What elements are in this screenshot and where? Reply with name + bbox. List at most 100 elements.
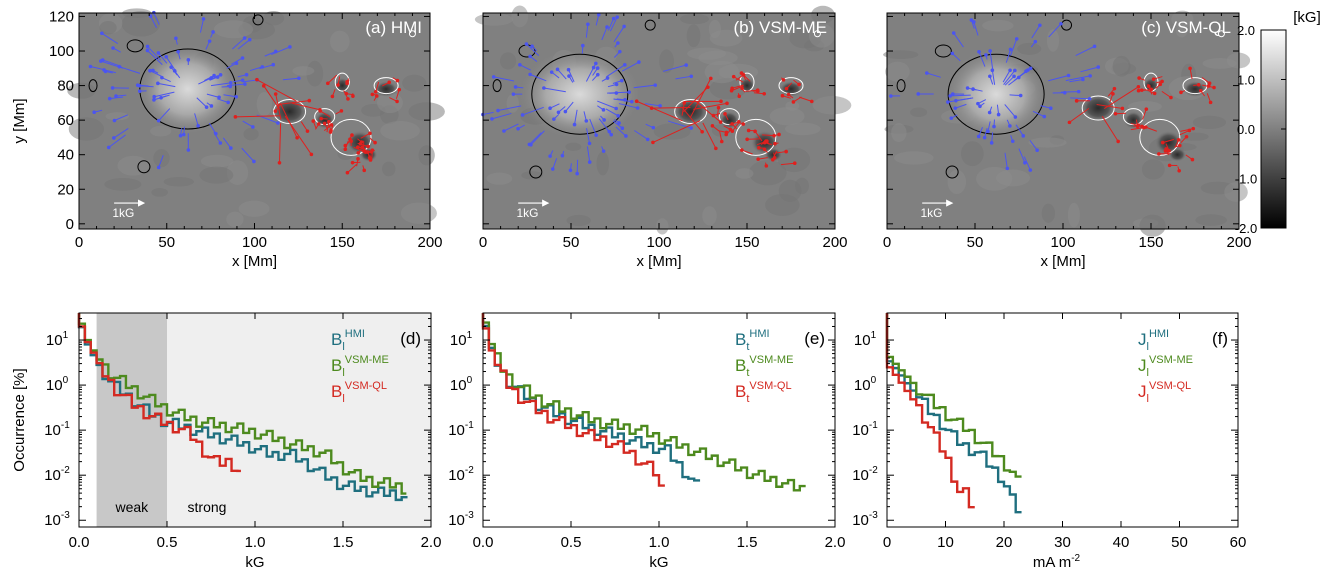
negative-field-arrow (497, 105, 522, 112)
negative-contour (492, 79, 502, 93)
positive-field-arrow (754, 131, 763, 142)
map-mottle (1139, 214, 1166, 237)
negative-field-arrowhead (609, 132, 614, 137)
positive-field-arrow (651, 107, 691, 109)
positive-field-arrowhead (1116, 139, 1120, 144)
map-mottle (400, 202, 437, 224)
negative-field-arrowhead (518, 63, 522, 67)
negative-field-arrowhead (1076, 89, 1081, 94)
y-tick-label: 100 (46, 375, 69, 394)
legend-subscript: l (342, 341, 344, 353)
map-mottle (656, 218, 669, 235)
x-tick-label: 50 (967, 234, 984, 251)
x-tick-label: 0 (883, 534, 891, 551)
negative-field-arrowhead (135, 83, 140, 87)
negative-field-arrow (955, 103, 967, 109)
negative-field-arrowhead (490, 117, 494, 121)
x-tick-label: 60 (1230, 534, 1247, 551)
positive-field-arrowhead (706, 85, 710, 89)
positive-field-arrow (695, 101, 721, 123)
positive-field-arrowhead (737, 120, 741, 124)
negative-field-arrow (90, 66, 105, 71)
negative-field-arrowhead (982, 135, 987, 140)
map-panel-2: 1kG (b) VSM-ME 0 50 100 150 200 x [Mm] (474, 5, 852, 270)
negative-field-arrowhead (1005, 166, 1010, 171)
negative-field-arrowhead (572, 122, 577, 127)
map-mottle (226, 211, 244, 228)
positive-field-arrowhead (797, 82, 801, 87)
y-tick-label: 101 (854, 330, 877, 349)
x-tick-label: 1.0 (649, 534, 670, 551)
negative-field-arrowhead (1088, 74, 1092, 78)
y-tick-label-exponent: 1 (467, 330, 473, 341)
negative-field-arrowhead (584, 119, 589, 123)
negative-field-arrow (153, 12, 160, 25)
x-axis-label: kG (245, 554, 264, 571)
positive-field-arrowhead (273, 109, 278, 113)
positive-field-arrowhead (1151, 77, 1156, 81)
legend-entry-3: JlVSM-QL (1138, 380, 1191, 405)
negative-field-arrow (597, 100, 617, 109)
negative-field-arrowhead (240, 78, 245, 83)
negative-field-arrowhead (1059, 21, 1063, 26)
negative-field-arrowhead (212, 73, 216, 78)
positive-field-arrowhead (784, 149, 788, 154)
negative-polarity-region (517, 48, 642, 141)
map-mottle (1141, 159, 1165, 180)
negative-field-arrowhead (889, 94, 893, 98)
y-tick-label: 10-2 (852, 465, 878, 484)
map-mottle (199, 166, 234, 184)
map-mottle (686, 24, 701, 48)
positive-field-arrowhead (395, 78, 400, 83)
negative-field-arrowhead (1018, 93, 1023, 98)
negative-contour (531, 53, 629, 135)
positive-field-arrow (775, 151, 787, 154)
negative-field-arrowhead (228, 81, 233, 85)
map-panel-3: 1kG (c) VSM-QL 0 50 100 150 200 x [Mm] (883, 10, 1252, 270)
x-tick-label: 30 (1054, 534, 1071, 551)
positive-field-arrowhead (730, 122, 734, 126)
negative-field-arrow (662, 64, 687, 72)
map-background (79, 13, 430, 229)
negative-field-arrowhead (566, 67, 571, 72)
negative-field-arrow (1048, 23, 1062, 38)
x-tick-label: 40 (1113, 534, 1130, 551)
negative-field-arrow (585, 67, 595, 82)
negative-field-arrow (926, 72, 941, 78)
negative-field-arrowhead (102, 68, 106, 72)
negative-field-arrow (605, 108, 619, 117)
x-axis-label: x [Mm] (232, 253, 277, 270)
negative-field-arrow (210, 82, 231, 87)
negative-field-arrowhead (542, 86, 546, 90)
negative-field-arrowhead (616, 114, 620, 118)
x-tick-label: 150 (1138, 234, 1163, 251)
legend-entry-1: JlHMI (1138, 328, 1169, 353)
negative-field-arrow (1075, 45, 1095, 56)
negative-field-arrowhead (549, 70, 554, 74)
negative-field-arrow (102, 59, 122, 67)
negative-field-arrow (1048, 75, 1069, 82)
map-mottle (200, 154, 234, 168)
positive-field-arrowhead (1187, 128, 1192, 133)
negative-field-arrowhead (924, 71, 929, 75)
positive-contour (334, 72, 350, 92)
negative-field-arrowhead (591, 65, 596, 70)
negative-field-arrowhead (151, 68, 155, 73)
negative-field-arrowhead (207, 39, 212, 43)
legend-superscript: VSM-QL (749, 380, 791, 392)
map-mottle (243, 127, 259, 141)
negative-field-arrowhead (247, 37, 252, 42)
positive-field-arrowhead (651, 140, 655, 145)
positive-field-arrow (292, 102, 320, 111)
negative-field-arrowhead (528, 72, 532, 77)
negative-field-arrowhead (581, 43, 585, 48)
negative-field-arrow (522, 106, 544, 116)
x-tick-label: 1.5 (333, 534, 354, 551)
positive-field-arrowhead (345, 81, 349, 86)
negative-field-arrowhead (114, 94, 118, 98)
map-mottle (765, 194, 800, 216)
negative-field-arrowhead (624, 134, 628, 138)
negative-field-arrow (1010, 38, 1018, 56)
negative-field-arrow (153, 95, 167, 101)
x-tick-label: 0 (883, 234, 891, 251)
